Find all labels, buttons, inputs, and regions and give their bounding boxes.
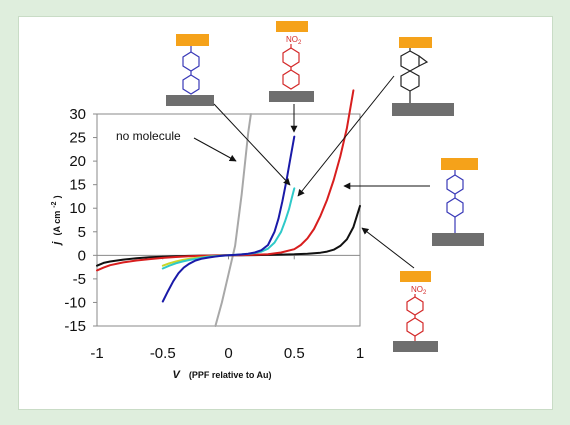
x-tick-label: 0.5 [284, 345, 305, 362]
y-axis-label: j (A cm -2 ) [47, 195, 63, 246]
y-tick-label: -15 [64, 318, 86, 335]
terphenyl-top-contact [441, 158, 478, 170]
y-tick-label: 25 [69, 130, 86, 147]
y-tick-label: 15 [69, 177, 86, 194]
y-tick-label: 5 [78, 224, 86, 241]
nitro-bottom-ring-2 [406, 317, 424, 337]
x-axis-label-main: V [172, 369, 181, 381]
figure-card [18, 16, 553, 410]
x-tick-label: -0.5 [150, 345, 176, 362]
y-tick-label: 10 [69, 200, 86, 217]
y-tick-label: -5 [73, 271, 86, 288]
fluorene-molecule [392, 37, 454, 116]
no-molecule-arrow [193, 137, 237, 162]
nitro-bottom-sub: 2 [423, 290, 427, 296]
y-axis-label-unit: (A cm [52, 211, 62, 236]
nitrobiphenyl-nitro-sub: 2 [298, 40, 302, 46]
terphenyl-substrate [432, 233, 484, 246]
terphenyl-molecule [432, 158, 484, 246]
biphenyl-molecule [166, 34, 214, 106]
x-tick-label: -1 [90, 345, 103, 362]
nitrobiphenyl-top-contact [276, 21, 308, 32]
y-tick-marks [93, 113, 97, 327]
terphenyl-ring-2 [446, 197, 464, 218]
y-axis-label-main: j [51, 241, 63, 247]
nitrobiphenyl-ring-1 [282, 47, 300, 68]
arrow-fluorene [297, 75, 395, 197]
series-group [96, 89, 361, 327]
nitrobiphenyl-molecule: NO2 [269, 21, 314, 102]
nitro-bottom-label: NO2 [411, 285, 427, 296]
terphenyl-ring-1 [446, 174, 464, 195]
series-line-biphenyl [161, 135, 296, 303]
y-tick-label: 30 [69, 106, 86, 123]
x-axis-label: V (PPF relative to Au) [172, 369, 271, 381]
nitro-molecule-bottom: NO2 [393, 271, 438, 352]
nitro-bottom-no: NO [411, 285, 423, 294]
x-tick-label: 0 [224, 345, 232, 362]
nitro-bottom-top-contact [400, 271, 431, 282]
fluorene-ring-2 [400, 70, 420, 92]
plot-frame [96, 113, 361, 327]
nitrobiphenyl-ring-2 [282, 69, 300, 90]
x-tick-labels: -1 -0.5 0 0.5 1 [90, 345, 364, 362]
biphenyl-ring-2 [182, 74, 200, 95]
nitrobiphenyl-nitro-no: NO [286, 35, 298, 44]
y-tick-label: 20 [69, 153, 86, 170]
nitro-bottom-substrate [393, 341, 438, 352]
fluorene-bridge [418, 55, 429, 67]
y-tick-labels: -15 -10 -5 0 5 10 15 20 25 30 [64, 106, 86, 335]
nitrobiphenyl-nitro-label: NO2 [286, 35, 302, 46]
y-axis-label-sup: -2 [51, 201, 58, 207]
no-molecule-annotation: no molecule [116, 129, 181, 143]
nitrobiphenyl-substrate [269, 91, 314, 102]
x-axis-label-sub: (PPF relative to Au) [189, 370, 272, 380]
fluorene-ring-1 [400, 50, 420, 72]
biphenyl-top-contact [176, 34, 209, 46]
y-axis-label-close: ) [52, 195, 62, 198]
x-tick-label: 1 [356, 345, 364, 362]
biphenyl-ring-1 [182, 51, 200, 72]
y-tick-label: -10 [64, 294, 86, 311]
nitro-bottom-ring-1 [406, 296, 424, 316]
arrow-biphenyl [213, 103, 291, 186]
series-line-fluorene [96, 89, 355, 272]
fluorene-top-contact [399, 37, 432, 48]
series-line-no-molecule [214, 113, 252, 327]
y-tick-label: 0 [78, 247, 86, 264]
arrow-nitro-bottom [361, 227, 415, 269]
biphenyl-substrate [166, 95, 214, 106]
fluorene-substrate [392, 103, 454, 116]
